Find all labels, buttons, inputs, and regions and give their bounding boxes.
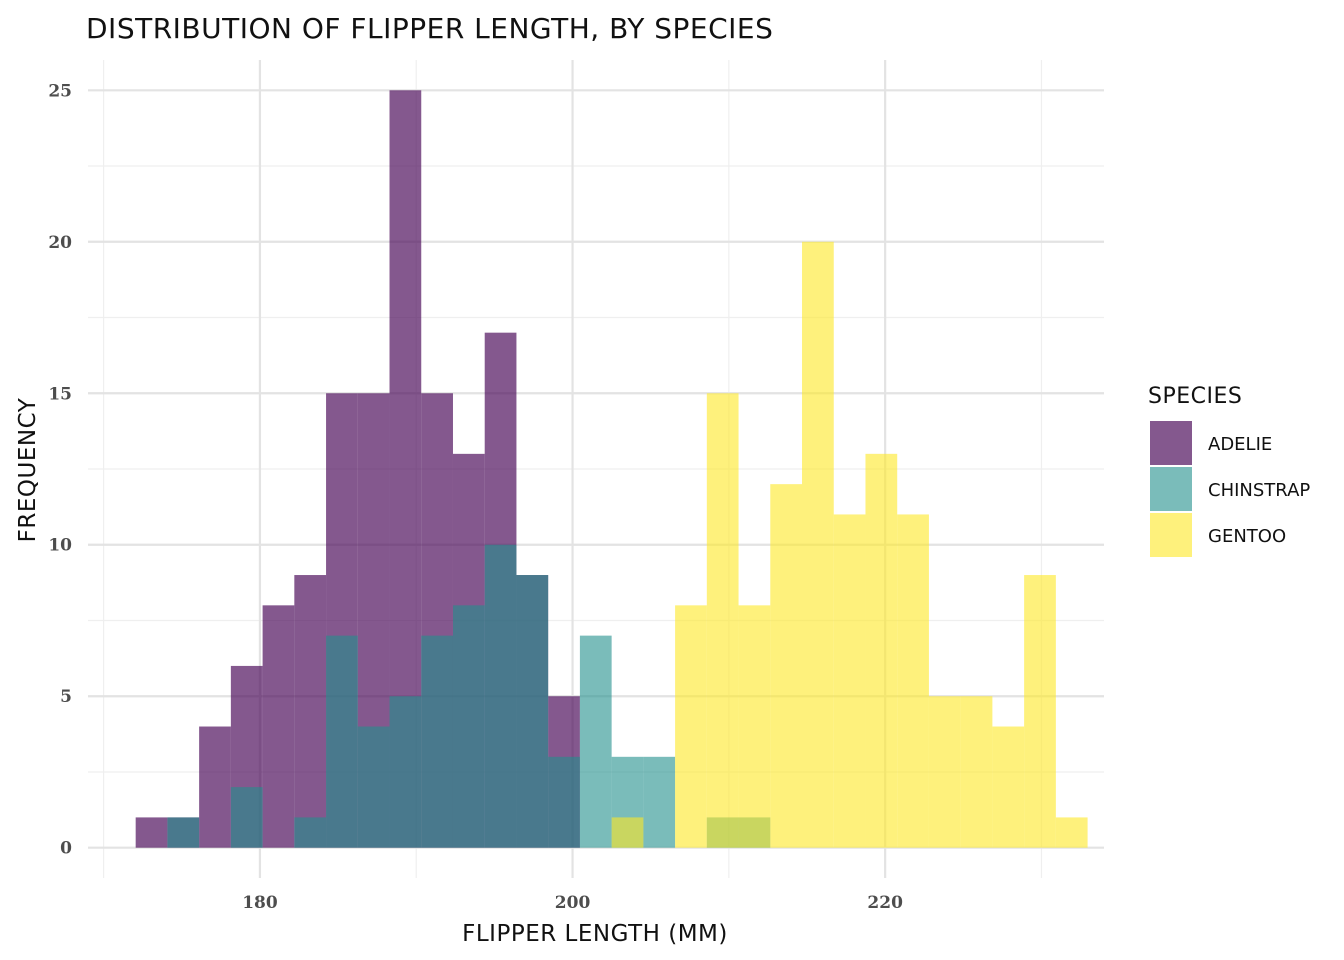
bar-chinstrap (230, 787, 263, 848)
x-tick-label: 220 (867, 893, 903, 913)
legend-label-gentoo: GENTOO (1208, 526, 1286, 547)
y-tick-label: 0 (60, 839, 72, 859)
bar-chinstrap (516, 575, 549, 848)
bar-chinstrap (389, 696, 422, 848)
legend-title: SPECIES (1148, 384, 1242, 409)
bar-gentoo (928, 696, 961, 848)
bar-gentoo (802, 241, 834, 848)
bar-chinstrap (167, 817, 200, 848)
bar-gentoo (770, 484, 803, 848)
bar-gentoo (992, 726, 1025, 848)
bar-gentoo (960, 696, 993, 848)
bar-adelie (135, 817, 168, 848)
bar-gentoo (833, 514, 866, 848)
bar-gentoo (897, 514, 929, 848)
bar-chinstrap (579, 635, 612, 848)
y-tick-label: 5 (60, 687, 72, 707)
x-tick-label: 180 (242, 893, 278, 913)
bar-adelie (294, 575, 327, 848)
x-tick-label: 200 (555, 893, 591, 913)
chart-title: DISTRIBUTION OF FLIPPER LENGTH, BY SPECI… (86, 12, 773, 45)
series-gentoo (611, 241, 1088, 848)
bar-chinstrap (484, 544, 517, 848)
bar-gentoo (865, 453, 898, 848)
bar-gentoo (706, 393, 739, 848)
y-tick-label: 15 (48, 384, 72, 404)
bar-gentoo (611, 817, 644, 848)
bar-gentoo (1055, 817, 1088, 848)
y-axis-ticks: 0 5 10 15 20 25 (48, 81, 72, 858)
bar-chinstrap (326, 635, 358, 848)
legend-key-adelie (1150, 421, 1192, 465)
y-tick-label: 25 (48, 81, 72, 101)
bar-chinstrap (548, 756, 580, 848)
x-axis-ticks: 180 200 220 (242, 893, 903, 913)
bar-adelie (199, 726, 231, 848)
bar-chinstrap (357, 726, 390, 848)
x-axis-title: FLIPPER LENGTH (MM) (462, 921, 728, 947)
y-tick-label: 10 (48, 536, 72, 556)
bar-chinstrap (452, 605, 485, 848)
bar-chinstrap (643, 756, 676, 848)
legend: SPECIES ADELIE CHINSTRAP GENTOO (1148, 384, 1310, 557)
bar-adelie (262, 605, 295, 848)
legend-label-adelie: ADELIE (1208, 434, 1272, 455)
histogram-bars (135, 90, 1088, 848)
y-axis-title: FREQUENCY (15, 397, 41, 542)
bar-gentoo (1024, 575, 1056, 848)
legend-key-gentoo (1150, 513, 1192, 557)
legend-key-chinstrap (1150, 467, 1192, 511)
bar-chinstrap (294, 817, 327, 848)
bar-gentoo (675, 605, 707, 848)
bar-chinstrap (421, 635, 453, 848)
y-tick-label: 20 (48, 233, 72, 253)
legend-label-chinstrap: CHINSTRAP (1208, 480, 1310, 501)
bar-gentoo (738, 605, 771, 848)
